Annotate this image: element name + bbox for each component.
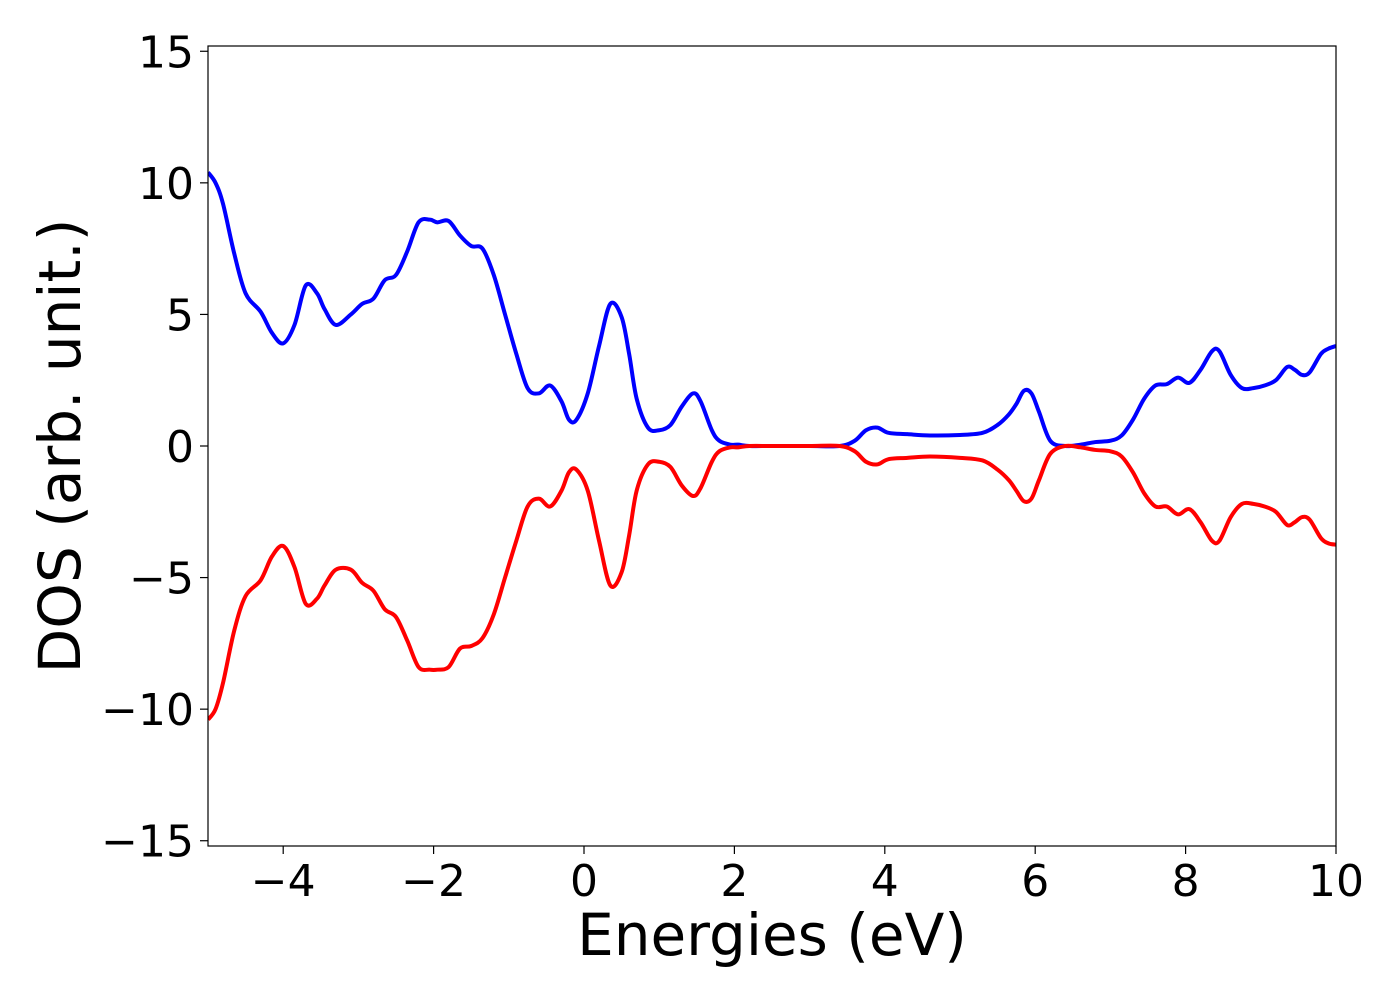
x-tick-label: 4	[871, 856, 899, 907]
y-tick-label: −5	[129, 554, 194, 605]
y-tick-label: 15	[138, 27, 194, 78]
dos-series-line-1	[208, 171, 1336, 449]
x-tick-label: −2	[401, 856, 466, 907]
x-tick-label: 10	[1308, 856, 1364, 907]
y-tick-label: 10	[138, 159, 194, 210]
x-tick-label: −4	[251, 856, 316, 907]
axes-frame	[207, 45, 1337, 847]
x-tick-label: 8	[1172, 856, 1200, 907]
y-tick-label: 0	[166, 422, 194, 473]
y-axis-label: DOS (arb. unit.)	[26, 219, 94, 674]
y-tick-label: −10	[101, 685, 194, 736]
y-tick-label: −15	[101, 817, 194, 868]
y-tick-label: 5	[166, 290, 194, 341]
dos-series-line-2	[208, 443, 1336, 721]
x-axis-label: Energies (eV)	[577, 901, 967, 969]
axis-ticks: −4 −2 0 2 4 6 8 10 −15 −10 −5 0 5 10 15	[101, 27, 1364, 907]
x-tick-label: 2	[720, 856, 748, 907]
x-tick-label: 0	[570, 856, 598, 907]
x-tick-label: 6	[1021, 856, 1049, 907]
plot-area	[208, 171, 1336, 721]
